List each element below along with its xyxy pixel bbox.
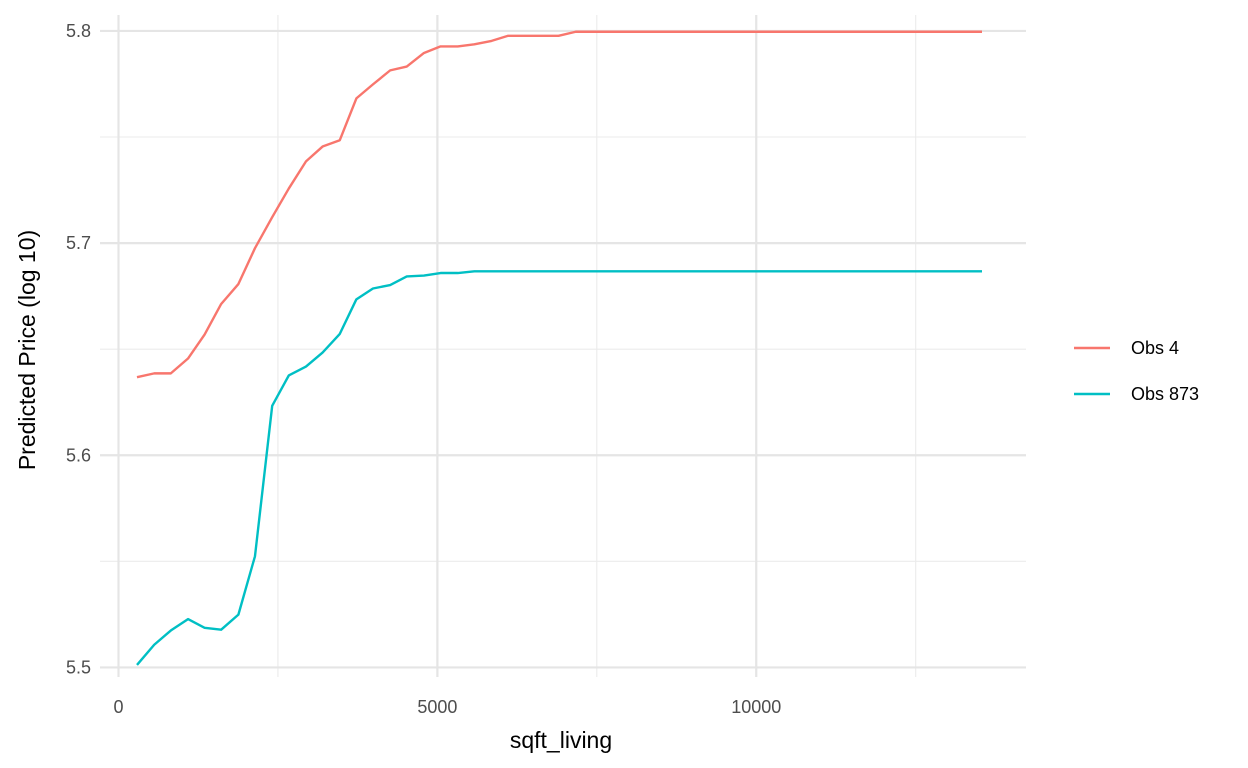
y-tick-label: 5.6 (66, 445, 91, 465)
x-axis-title: sqft_living (510, 727, 612, 753)
legend-label-2: Obs 873 (1131, 384, 1199, 404)
y-tick-label: 5.8 (66, 21, 91, 41)
legend-label-1: Obs 4 (1131, 338, 1179, 358)
x-tick-label: 10000 (731, 697, 781, 717)
series-lines (136, 30, 982, 666)
y-axis-title: Predicted Price (log 10) (14, 230, 40, 470)
y-tick-label: 5.5 (66, 657, 91, 677)
minor-gridlines (100, 15, 1026, 677)
x-axis-tick-labels: 0 5000 10000 (113, 697, 781, 717)
major-gridlines (100, 15, 1026, 677)
y-tick-label: 5.7 (66, 233, 91, 253)
legend: Obs 4 Obs 873 (1074, 338, 1199, 404)
y-axis-tick-labels: 5.5 5.6 5.7 5.8 (66, 21, 91, 678)
x-tick-label: 0 (113, 697, 123, 717)
series-line-1 (136, 30, 982, 379)
series-line-2 (136, 270, 982, 666)
x-tick-label: 5000 (417, 697, 457, 717)
